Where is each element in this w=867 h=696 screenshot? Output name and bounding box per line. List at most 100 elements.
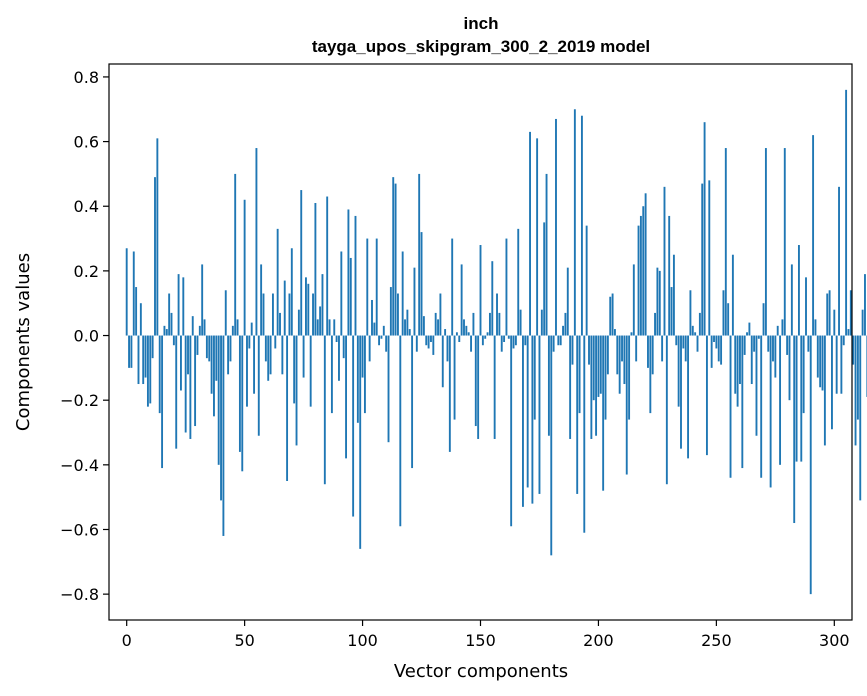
bar-297 <box>826 293 829 336</box>
bar-199 <box>595 335 598 436</box>
bar-20 <box>172 335 175 346</box>
bar-191 <box>576 335 579 494</box>
bar-53 <box>250 322 253 336</box>
bar-175 <box>538 335 541 494</box>
bar-71 <box>293 335 296 404</box>
bar-102 <box>366 238 369 336</box>
bar-121 <box>411 335 414 469</box>
bar-217 <box>637 225 640 336</box>
bar-64 <box>276 228 279 336</box>
bar-155 <box>491 261 494 336</box>
bar-254 <box>724 148 727 336</box>
bar-73 <box>297 309 300 336</box>
bar-194 <box>583 335 586 533</box>
bar-51 <box>246 335 248 407</box>
bar-24 <box>182 277 185 336</box>
bar-57 <box>260 264 263 336</box>
bar-127 <box>425 335 428 346</box>
bar-135 <box>444 329 447 336</box>
bar-300 <box>833 309 836 336</box>
bar-279 <box>783 148 786 336</box>
bar-237 <box>684 335 687 362</box>
bar-109 <box>382 325 385 336</box>
bar-3 <box>132 251 135 336</box>
bar-33 <box>203 319 206 336</box>
bar-117 <box>401 251 404 336</box>
bar-134 <box>441 335 444 388</box>
bar-74 <box>300 190 303 336</box>
bar-296 <box>823 335 826 446</box>
bar-97 <box>354 215 357 336</box>
bar-188 <box>569 335 572 439</box>
bar-72 <box>295 335 298 446</box>
bar-312 <box>861 309 864 336</box>
bar-313 <box>864 274 866 336</box>
bar-268 <box>757 335 760 339</box>
bar-232 <box>672 254 675 336</box>
bar-192 <box>578 335 581 414</box>
bar-172 <box>531 335 534 504</box>
bar-70 <box>290 248 293 336</box>
bar-92 <box>342 335 345 359</box>
bar-158 <box>498 312 501 336</box>
bar-226 <box>658 270 661 336</box>
bar-48 <box>238 335 241 452</box>
bar-76 <box>305 277 307 336</box>
bar-61 <box>269 335 272 375</box>
bar-204 <box>606 335 609 375</box>
bar-62 <box>271 293 274 336</box>
bar-265 <box>750 335 753 385</box>
bar-197 <box>590 335 593 439</box>
bar-90 <box>338 335 340 381</box>
bar-177 <box>543 222 546 336</box>
bar-301 <box>835 335 838 394</box>
bar-11 <box>151 335 154 359</box>
bar-28 <box>191 316 194 336</box>
bar-0 <box>125 248 128 336</box>
bar-231 <box>670 287 673 336</box>
bar-26 <box>187 335 189 375</box>
y-tick-label: −0.6 <box>60 520 99 539</box>
bar-93 <box>345 335 347 459</box>
bar-115 <box>397 293 399 336</box>
bar-284 <box>795 335 798 462</box>
bar-288 <box>805 277 807 336</box>
bar-152 <box>484 335 487 339</box>
bar-269 <box>760 335 763 478</box>
bar-104 <box>371 299 373 336</box>
bar-266 <box>753 335 756 352</box>
bar-239 <box>689 290 692 336</box>
bar-255 <box>727 303 730 336</box>
bar-227 <box>661 335 664 362</box>
bar-114 <box>394 183 397 336</box>
bar-164 <box>512 335 515 349</box>
bar-240 <box>691 325 694 336</box>
bar-27 <box>189 335 192 439</box>
bar-60 <box>267 335 270 381</box>
x-tick-label: 150 <box>465 631 496 650</box>
bar-157 <box>496 293 498 336</box>
bar-264 <box>748 322 751 336</box>
bar-38 <box>215 335 218 381</box>
bar-98 <box>356 335 359 423</box>
bar-235 <box>680 335 682 449</box>
bar-4 <box>135 287 138 336</box>
bar-176 <box>540 309 543 336</box>
bar-46 <box>234 173 237 336</box>
bar-201 <box>599 335 602 394</box>
bar-295 <box>821 335 824 391</box>
bar-179 <box>547 335 550 436</box>
bar-58 <box>262 293 265 336</box>
bar-67 <box>283 280 286 336</box>
bar-189 <box>571 335 574 365</box>
bar-267 <box>755 335 758 436</box>
bar-84 <box>323 335 326 485</box>
bar-12 <box>154 177 156 336</box>
bar-88 <box>333 319 336 336</box>
bar-159 <box>500 335 503 352</box>
bar-94 <box>347 209 350 336</box>
bar-1 <box>128 335 130 368</box>
bar-119 <box>406 309 409 336</box>
bar-261 <box>741 335 744 469</box>
bar-160 <box>503 335 506 342</box>
